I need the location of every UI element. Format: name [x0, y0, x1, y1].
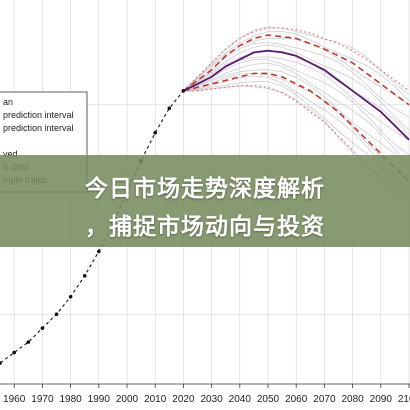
x-tick-label-2090: 2090 — [370, 394, 393, 405]
x-tick-label-2030: 2030 — [200, 394, 223, 405]
x-tick-label-1990: 1990 — [88, 394, 111, 405]
sample-trajectory-5 — [183, 62, 410, 166]
median-line — [183, 49, 410, 141]
legend-label-2: prediction interval — [3, 123, 74, 133]
observed-point-2010 — [153, 130, 157, 135]
x-tick-label-1970: 1970 — [31, 394, 54, 405]
sample-trajectory-12 — [183, 30, 410, 101]
x-tick-label-1960: 1960 — [3, 394, 26, 405]
headline-line-2: ，捕捉市场动向与投资 — [85, 214, 325, 240]
observed-point-1975 — [54, 312, 59, 317]
x-tick-label-2040: 2040 — [229, 394, 252, 405]
observed-point-1980 — [68, 294, 73, 299]
x-tick-label-2000: 2000 — [116, 394, 139, 405]
median-layer — [183, 49, 410, 141]
observed-point-1970 — [40, 326, 45, 330]
x-tick-label-2050: 2050 — [257, 394, 280, 405]
pi95-upper-line — [182, 27, 410, 92]
headline-line-1: 今日市场走势深度解析 — [85, 176, 325, 202]
x-tick-label-2070: 2070 — [313, 394, 336, 405]
sample-trajectory-4 — [183, 69, 410, 169]
x-tick-label-2060: 2060 — [285, 394, 308, 405]
observed-point-2020 — [181, 89, 186, 93]
sample-trajectory-9 — [183, 44, 410, 131]
sample-trajectory-13 — [183, 26, 410, 95]
pi80-lower-line — [183, 72, 410, 183]
sample-trajectory-3 — [183, 72, 410, 178]
legend-label-1: prediction interval — [3, 110, 74, 120]
observed-point-1960 — [12, 350, 16, 355]
observed-point-1990 — [97, 249, 101, 254]
pi80-upper-line — [182, 34, 410, 106]
sample-trajectory-6 — [183, 59, 410, 156]
observed-point-1985 — [82, 274, 87, 278]
observed-point-2015 — [167, 106, 172, 111]
observed-point-1965 — [26, 340, 31, 344]
x-tick-label-2100: 2100 — [398, 394, 410, 405]
legend-label-4: ved — [3, 149, 18, 159]
x-tick-label-2010: 2010 — [144, 394, 167, 405]
x-axis: 1950196019701980199020002010202020302040… — [0, 383, 410, 405]
x-tick-label-1980: 1980 — [59, 394, 82, 405]
headline-banner: 今日市场走势深度解析 ，捕捉市场动向与投资 — [0, 155, 410, 247]
x-tick-label-2020: 2020 — [172, 394, 195, 405]
x-tick-label-2080: 2080 — [341, 394, 364, 405]
observed-point-1955 — [0, 361, 2, 365]
sample-trajectory-10 — [183, 41, 410, 118]
prediction-bands — [182, 27, 410, 207]
sample-trajectory-2 — [183, 75, 410, 192]
sample-trajectory-11 — [183, 37, 410, 105]
legend-label-0: an — [3, 97, 13, 107]
